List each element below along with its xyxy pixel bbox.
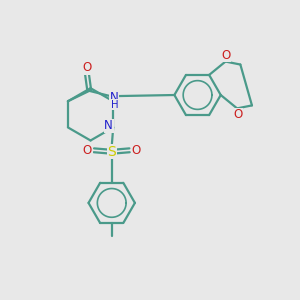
Text: O: O (131, 144, 141, 157)
Text: N: N (110, 91, 118, 104)
Text: S: S (107, 145, 116, 159)
Text: H: H (110, 100, 118, 110)
Text: O: O (82, 61, 92, 74)
Text: O: O (221, 49, 231, 62)
Text: O: O (83, 144, 92, 157)
Text: N: N (104, 119, 113, 132)
Text: O: O (233, 108, 242, 122)
